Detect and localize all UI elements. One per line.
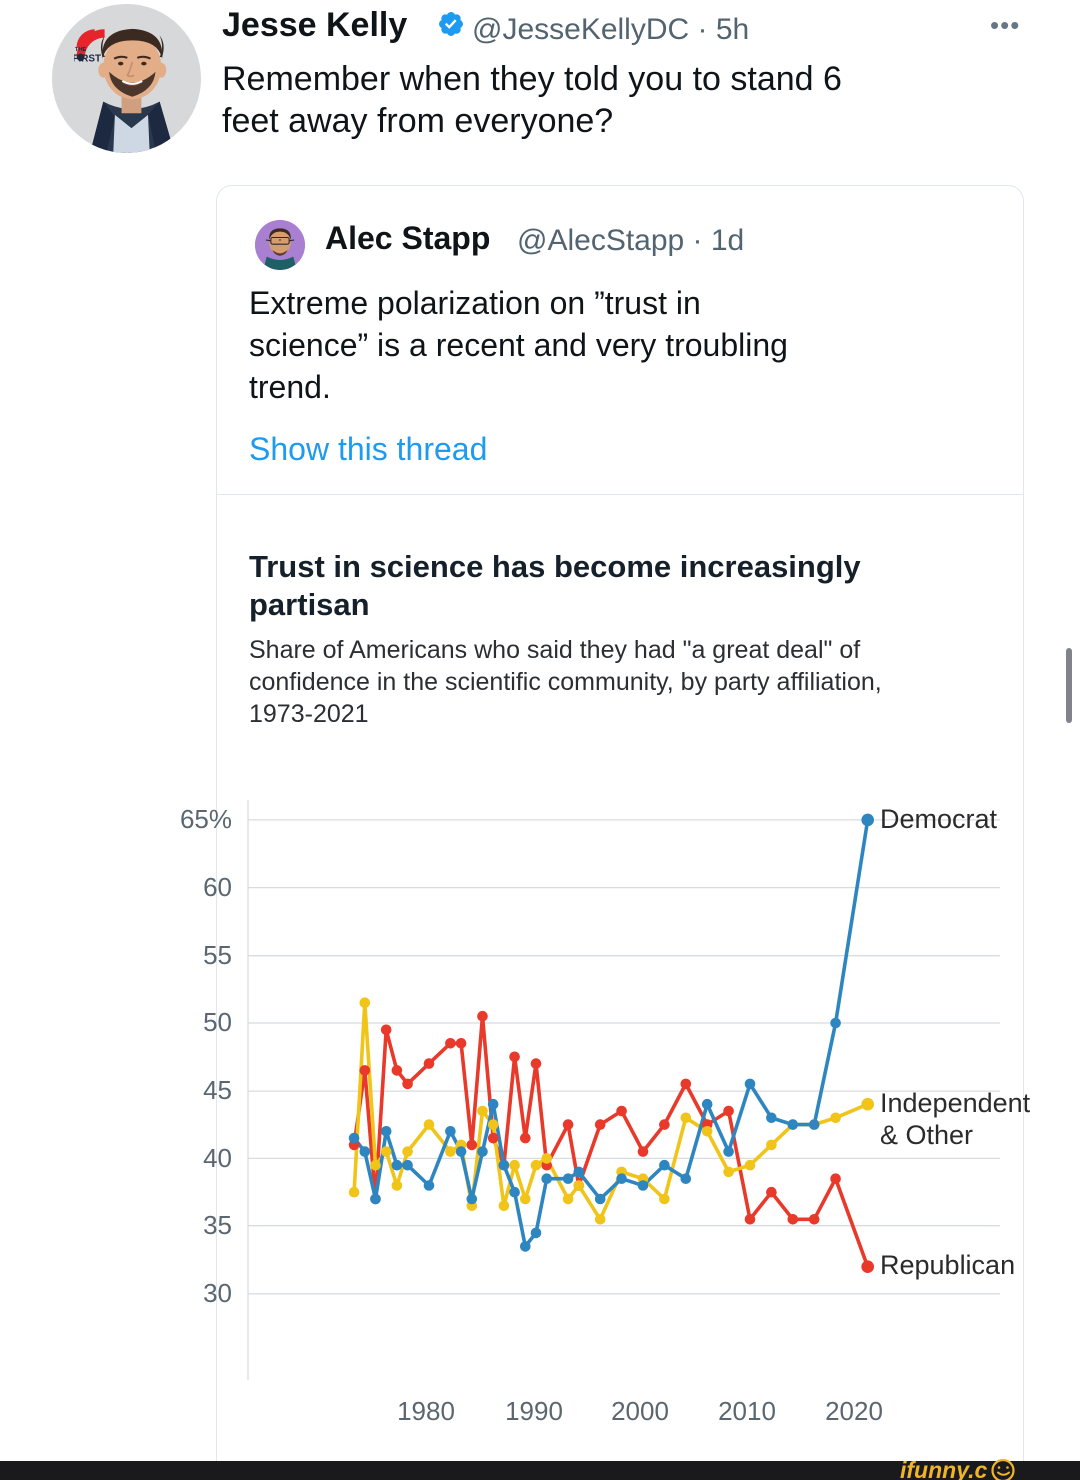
svg-text:50: 50 bbox=[203, 1007, 232, 1037]
svg-text:1980: 1980 bbox=[397, 1396, 455, 1426]
svg-text:60: 60 bbox=[203, 872, 232, 902]
svg-text:2020: 2020 bbox=[825, 1396, 883, 1426]
svg-text:1990: 1990 bbox=[505, 1396, 563, 1426]
svg-text:ifunny.c: ifunny.c bbox=[900, 1458, 988, 1480]
svg-text:35: 35 bbox=[203, 1210, 232, 1240]
svg-text:2000: 2000 bbox=[611, 1396, 669, 1426]
svg-text:Independent: Independent bbox=[880, 1088, 1031, 1118]
svg-text:Democrat: Democrat bbox=[880, 804, 998, 834]
svg-text:55: 55 bbox=[203, 940, 232, 970]
svg-text:30: 30 bbox=[203, 1278, 232, 1308]
svg-text:Republican: Republican bbox=[880, 1250, 1015, 1280]
svg-text:65%: 65% bbox=[180, 804, 232, 834]
svg-text:45: 45 bbox=[203, 1075, 232, 1105]
svg-text:2010: 2010 bbox=[718, 1396, 776, 1426]
svg-text:& Other: & Other bbox=[880, 1120, 973, 1150]
svg-text:40: 40 bbox=[203, 1143, 232, 1173]
